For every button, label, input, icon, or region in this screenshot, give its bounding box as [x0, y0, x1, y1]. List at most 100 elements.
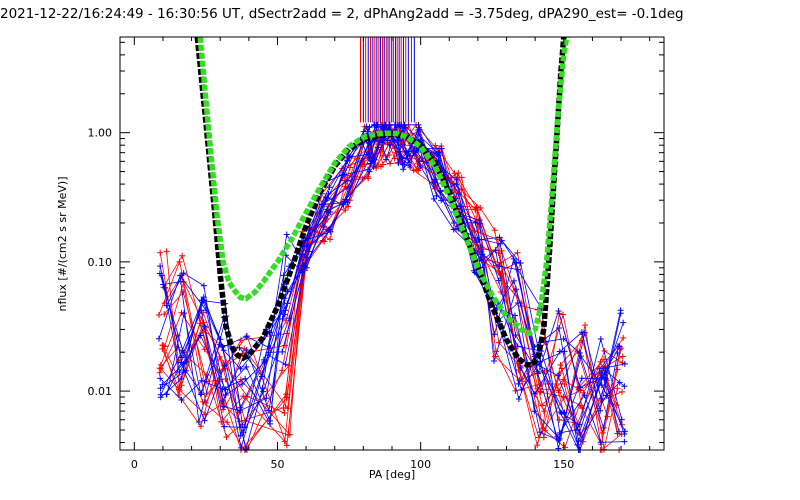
series-1-point [406, 152, 413, 159]
series-0-point [386, 152, 393, 159]
series-1-point [621, 360, 628, 367]
series-1-point [517, 364, 524, 371]
fit-curve-1 [197, 36, 570, 337]
y-tick-label: 0.01 [88, 385, 113, 398]
series-1-point [157, 391, 164, 398]
series-1-point [407, 163, 414, 170]
series-1-point [491, 357, 498, 364]
series-1-point [438, 197, 445, 204]
series-0-point [342, 207, 349, 214]
series-1-point [200, 297, 207, 304]
series-1-point [536, 429, 543, 436]
series-1-point [220, 403, 227, 410]
series-1-point [283, 231, 290, 238]
series-0-point [176, 387, 183, 394]
series-0-point [512, 387, 519, 394]
series-1-point [417, 163, 424, 170]
series-1-point [198, 377, 205, 384]
series-1-point [219, 386, 226, 393]
series-1-point [197, 332, 204, 339]
series-1-point [556, 429, 563, 436]
series-1-point [366, 168, 373, 175]
series-1-point [405, 159, 412, 166]
series-0-point [535, 434, 542, 441]
series-1-point [366, 124, 373, 131]
series-0-point [614, 366, 621, 373]
series-1-point [616, 343, 623, 350]
y-tick-label: 1.00 [88, 127, 113, 140]
series-1-point [201, 323, 208, 330]
series-1-point [531, 408, 538, 415]
series-1-point [597, 439, 604, 446]
series-1-point [386, 141, 393, 148]
series-1-point [616, 428, 623, 435]
series-1-point [259, 385, 266, 392]
series-0-point [379, 161, 386, 168]
series-1-point [243, 333, 250, 340]
series-1-profile-9 [166, 125, 624, 436]
series-0-point [159, 345, 166, 352]
series-1-point [378, 139, 385, 146]
series-0-point [619, 388, 626, 395]
series-1-point [195, 418, 202, 425]
series-1-point [497, 240, 504, 247]
series-0-point [223, 433, 230, 440]
x-tick-label: 50 [270, 458, 284, 471]
series-0-point [391, 155, 398, 162]
series-1-point [416, 158, 423, 165]
series-0-point [514, 249, 521, 256]
series-0-point [319, 237, 326, 244]
chart-title: 2021-12-22/16:24:49 - 16:30:56 UT, dSect… [0, 6, 684, 22]
series-1-point [304, 234, 311, 241]
series-1-point [201, 417, 208, 424]
series-1-point [157, 263, 164, 270]
series-0-point [534, 442, 541, 449]
series-1-point [198, 307, 205, 314]
x-tick-label: 150 [553, 458, 574, 471]
series-0-point [280, 404, 287, 411]
series-1-point [617, 310, 624, 317]
series-1-point [178, 397, 185, 404]
series-1-point [344, 178, 351, 185]
series-1-point [282, 361, 289, 368]
x-axis-ticks: 0 50 100 150 [131, 37, 651, 471]
series-1-point [261, 359, 268, 366]
series-1-point [554, 433, 561, 440]
series-1-point [496, 263, 503, 270]
series-1-point [560, 335, 567, 342]
series-0-point [474, 206, 481, 213]
x-tick-label: 100 [410, 458, 431, 471]
series-1-point [491, 331, 498, 338]
series-0-point [599, 429, 606, 436]
x-axis-label: PA [deg] [369, 468, 415, 481]
series-1-point [532, 390, 539, 397]
series-1-point [600, 424, 607, 431]
series-0-point [540, 408, 547, 415]
series-1-point [157, 375, 164, 382]
series-1-point [475, 236, 482, 243]
series-1-point [496, 234, 503, 241]
series-0-point [157, 361, 164, 368]
series-1-point [217, 336, 224, 343]
series-0-point [561, 444, 568, 451]
series-0-point [160, 342, 167, 349]
series-0-point [156, 312, 163, 319]
series-1-point [513, 259, 520, 266]
series-1-point [395, 137, 402, 144]
series-1-point [299, 269, 306, 276]
series-0-point [161, 311, 168, 318]
series-0-point [240, 393, 247, 400]
series-1-point [603, 392, 610, 399]
series-1-point [263, 395, 270, 402]
series-0-point [180, 289, 187, 296]
series-1-point [326, 184, 333, 191]
series-1-point [399, 161, 406, 168]
series-1-point [180, 366, 187, 373]
series-0-point [237, 337, 244, 344]
series-0-point [163, 248, 170, 255]
series-1-point [514, 266, 521, 273]
series-1-point [556, 325, 563, 332]
series-1-point [495, 277, 502, 284]
series-1-point [401, 122, 408, 129]
series-1-point [598, 395, 605, 402]
